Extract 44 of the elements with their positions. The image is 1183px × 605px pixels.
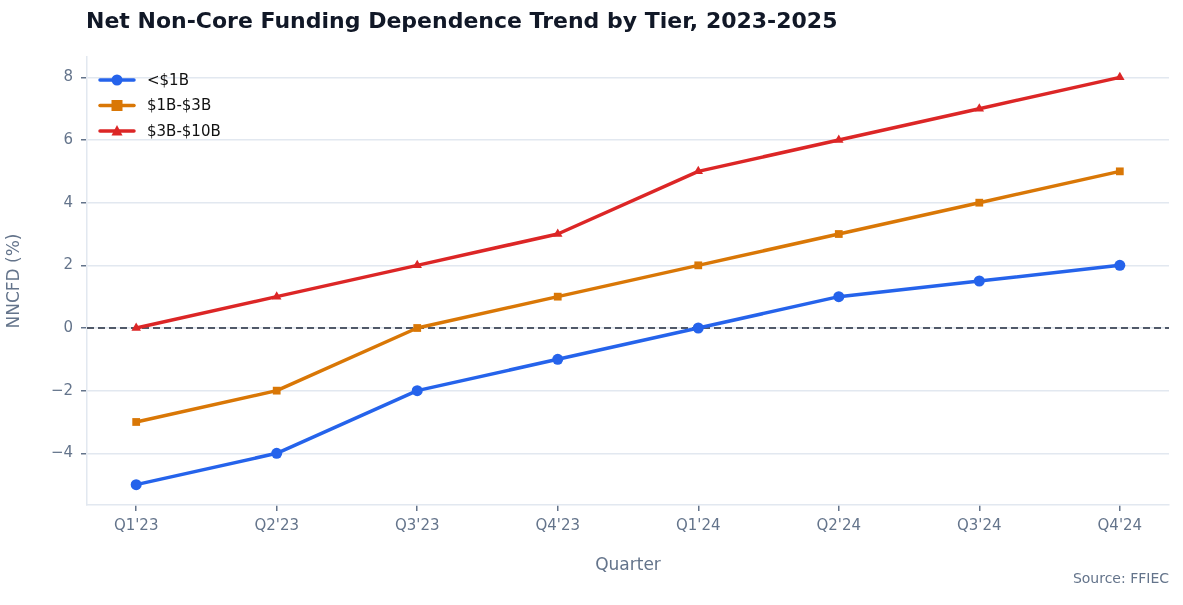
- x-tick-label: Q2'23: [254, 515, 299, 534]
- y-tick-label: 2: [63, 255, 73, 274]
- point: [131, 322, 141, 331]
- point: [413, 324, 422, 332]
- point: [1115, 71, 1125, 81]
- y-tick-label: 0: [63, 317, 73, 336]
- point: [130, 479, 142, 491]
- x-tick-label: Q3'24: [957, 515, 1002, 534]
- x-tick-label: Q4'23: [535, 515, 581, 534]
- y-tick-label: 8: [63, 67, 73, 86]
- point: [833, 291, 845, 303]
- point: [271, 447, 283, 459]
- point: [975, 198, 984, 207]
- x-axis-title: Quarter: [595, 554, 661, 575]
- point: [692, 322, 704, 334]
- point: [552, 228, 563, 237]
- x-tick-label: Q2'24: [816, 515, 862, 534]
- x-tick-label: Q1'24: [675, 515, 721, 534]
- y-tick-label: 6: [63, 129, 73, 148]
- point: [973, 275, 985, 287]
- y-tick-label: 4: [63, 192, 73, 211]
- x-tick-label: Q4'24: [1097, 515, 1143, 534]
- x-tick-label: Q1'23: [113, 515, 159, 534]
- point: [1115, 167, 1124, 176]
- source-note: Source: FFIEC: [1072, 570, 1169, 586]
- point: [271, 291, 282, 300]
- point: [553, 292, 562, 301]
- y-tick-label: −2: [50, 380, 73, 399]
- point: [694, 261, 703, 270]
- y-axis-title: NNCFD (%): [2, 233, 23, 329]
- point: [411, 385, 423, 397]
- legend-label: $1B-$3B: [147, 96, 212, 115]
- point: [1114, 259, 1126, 271]
- point: [412, 259, 422, 269]
- x-tick-label: Q3'23: [394, 515, 440, 534]
- legend-label: $3B-$10B: [147, 121, 221, 140]
- point: [834, 134, 844, 143]
- chart-title: Net Non-Core Funding Dependence Trend by Tier, 2023-2025: [86, 8, 838, 33]
- point: [552, 353, 564, 365]
- legend-label: <$1B: [147, 70, 189, 89]
- point: [834, 230, 843, 238]
- point: [272, 386, 281, 395]
- point: [132, 418, 141, 426]
- y-tick-label: −4: [50, 443, 73, 462]
